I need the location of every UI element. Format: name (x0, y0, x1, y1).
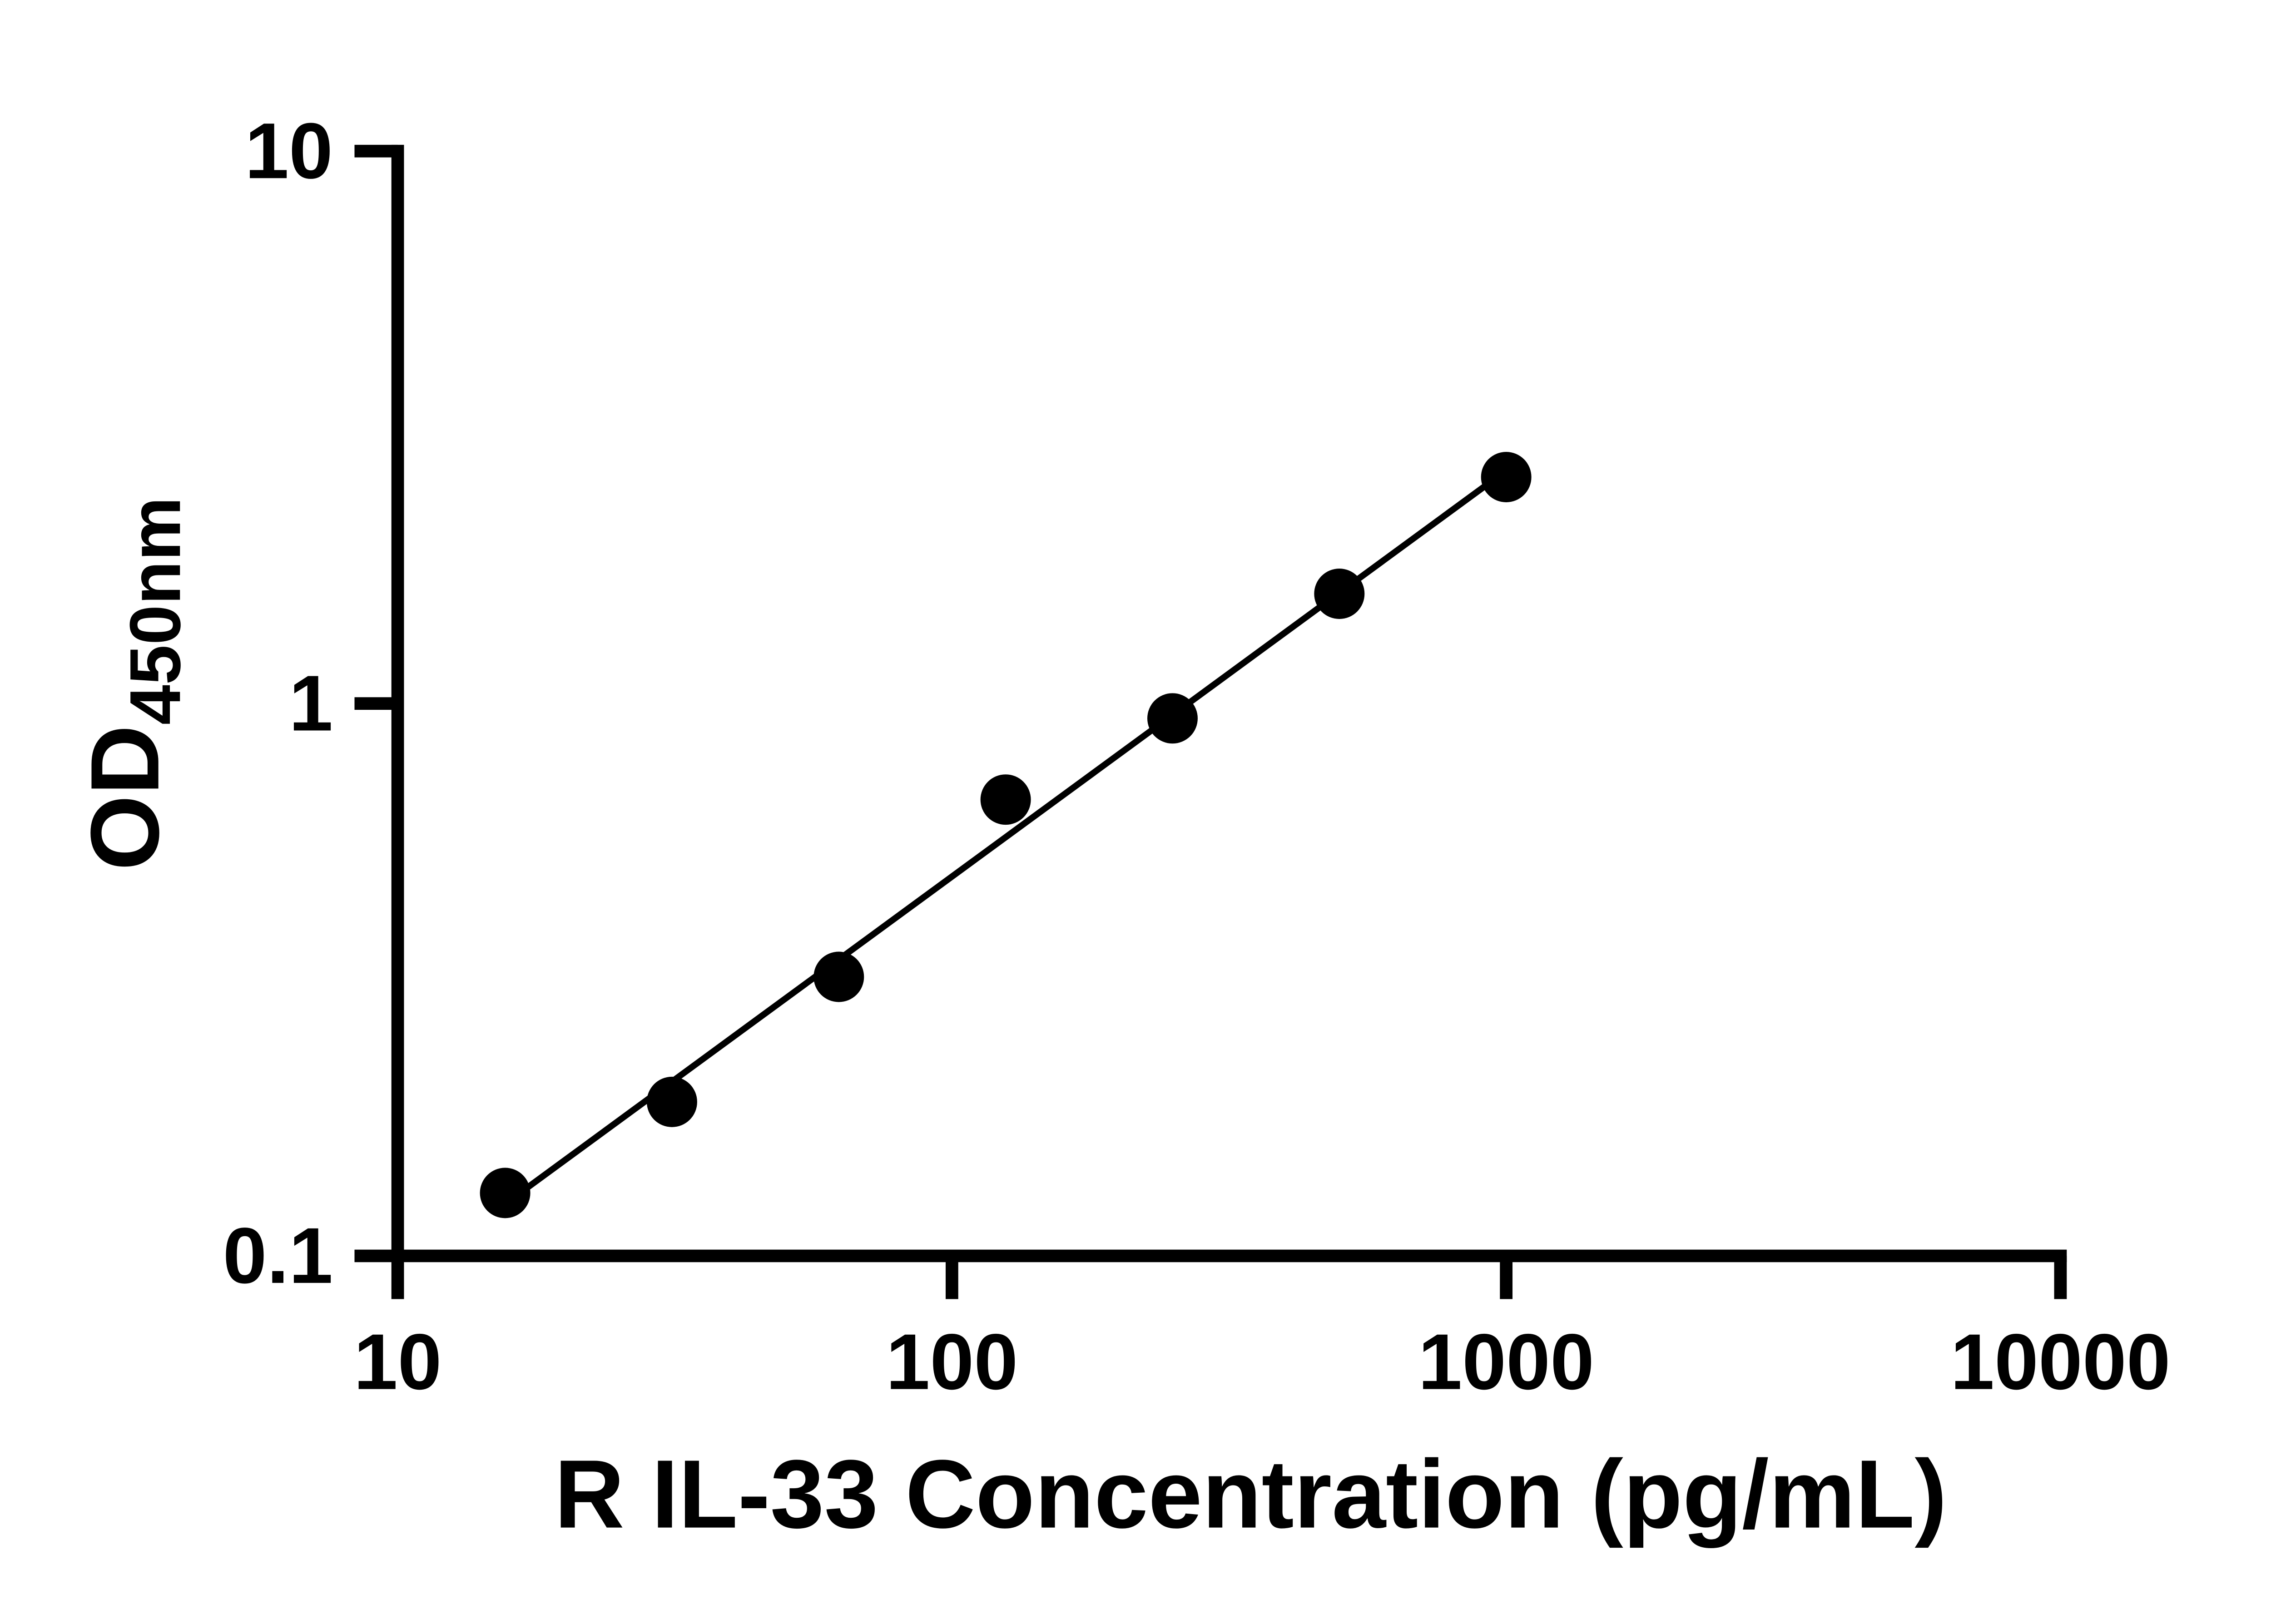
y-tick-label: 10 (245, 106, 333, 195)
data-point (1147, 693, 1198, 744)
x-tick-label: 10 (354, 1317, 442, 1406)
y-tick-label: 1 (289, 659, 333, 748)
data-point (1314, 569, 1365, 619)
y-axis-title-subscript: 450nm (115, 497, 195, 725)
data-point (1481, 452, 1532, 502)
data-point (646, 1076, 697, 1127)
x-tick-label: 1000 (1418, 1317, 1594, 1406)
data-point (980, 774, 1031, 825)
x-tick-label: 10000 (1950, 1317, 2171, 1406)
data-point (480, 1168, 531, 1218)
data-point (813, 951, 864, 1002)
plot-area: 10 100 1000 10000 0.1 1 10 (223, 106, 2171, 1406)
axes (391, 144, 2067, 1263)
x-tick-label: 100 (886, 1317, 1018, 1406)
y-axis-title-main: OD (71, 725, 179, 871)
y-tick-label: 0.1 (223, 1211, 333, 1300)
y-axis-title: OD450nm (71, 497, 196, 871)
x-axis-title: R IL-33 Concentration (pg/mL) (554, 1440, 1947, 1549)
